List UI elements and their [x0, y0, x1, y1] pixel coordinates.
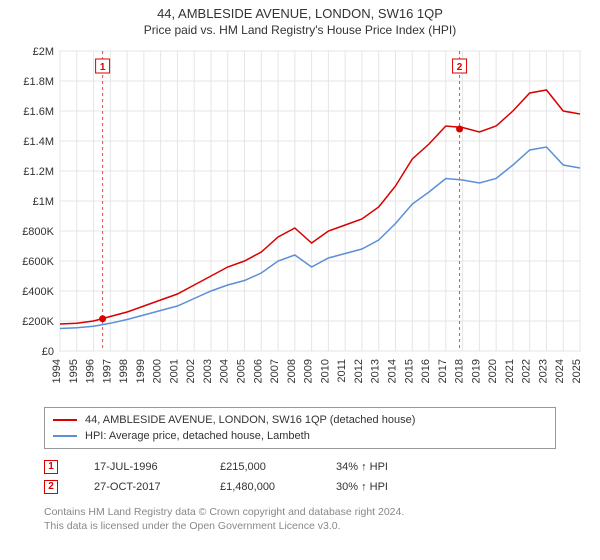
svg-text:1995: 1995	[68, 359, 80, 383]
svg-text:2014: 2014	[386, 359, 398, 383]
page-title: 44, AMBLESIDE AVENUE, LONDON, SW16 1QP	[0, 0, 600, 21]
svg-text:2025: 2025	[571, 359, 583, 383]
legend-label: HPI: Average price, detached house, Lamb…	[85, 428, 310, 444]
svg-text:2012: 2012	[353, 359, 365, 383]
event-row: 2 27-OCT-2017 £1,480,000 30% ↑ HPI	[44, 477, 600, 497]
svg-text:2: 2	[457, 62, 463, 73]
legend-item: 44, AMBLESIDE AVENUE, LONDON, SW16 1QP (…	[53, 412, 547, 428]
svg-text:£1.8M: £1.8M	[23, 76, 54, 88]
svg-text:2023: 2023	[537, 359, 549, 383]
svg-text:2005: 2005	[236, 359, 248, 383]
svg-text:£2M: £2M	[33, 46, 54, 58]
legend-item: HPI: Average price, detached house, Lamb…	[53, 428, 547, 444]
svg-text:2000: 2000	[152, 359, 164, 383]
svg-text:£1.6M: £1.6M	[23, 106, 54, 118]
page-subtitle: Price paid vs. HM Land Registry's House …	[0, 21, 600, 41]
svg-text:£200K: £200K	[22, 316, 54, 328]
svg-text:2009: 2009	[303, 359, 315, 383]
svg-text:2016: 2016	[420, 359, 432, 383]
svg-text:£1.2M: £1.2M	[23, 166, 54, 178]
svg-text:2003: 2003	[202, 359, 214, 383]
svg-text:2002: 2002	[185, 359, 197, 383]
svg-text:2019: 2019	[470, 359, 482, 383]
chart-container: 44, AMBLESIDE AVENUE, LONDON, SW16 1QP P…	[0, 0, 600, 560]
event-pct: 34% ↑ HPI	[336, 457, 426, 477]
legend-label: 44, AMBLESIDE AVENUE, LONDON, SW16 1QP (…	[85, 412, 415, 428]
svg-text:£800K: £800K	[22, 226, 54, 238]
line-chart: £0 £200K £400K £600K £800K £1M £1.2M £1.4M £1.6M…	[0, 41, 600, 401]
event-marker: 2	[44, 480, 58, 494]
svg-text:1999: 1999	[135, 359, 147, 383]
svg-text:2010: 2010	[319, 359, 331, 383]
event-table: 1 17-JUL-1996 £215,000 34% ↑ HPI 2 27-OCT-201…	[44, 457, 600, 497]
svg-text:£0: £0	[42, 346, 54, 358]
svg-text:2015: 2015	[403, 359, 415, 383]
footer-line-2: This data is licensed under the Open Gov…	[44, 519, 600, 533]
svg-text:£400K: £400K	[22, 286, 54, 298]
svg-text:£1.4M: £1.4M	[23, 136, 54, 148]
footer-attribution: Contains HM Land Registry data © Crown c…	[44, 505, 600, 533]
svg-text:2008: 2008	[286, 359, 298, 383]
svg-text:2006: 2006	[252, 359, 264, 383]
svg-text:1994: 1994	[51, 359, 63, 383]
svg-text:2020: 2020	[487, 359, 499, 383]
svg-text:£1M: £1M	[33, 196, 54, 208]
svg-text:2017: 2017	[437, 359, 449, 383]
event-price: £1,480,000	[220, 477, 300, 497]
event-price: £215,000	[220, 457, 300, 477]
svg-text:1: 1	[100, 62, 106, 73]
event-date: 27-OCT-2017	[94, 477, 184, 497]
svg-text:2004: 2004	[219, 359, 231, 383]
event-row: 1 17-JUL-1996 £215,000 34% ↑ HPI	[44, 457, 600, 477]
event-marker: 1	[44, 460, 58, 474]
svg-text:2021: 2021	[504, 359, 516, 383]
svg-text:2011: 2011	[336, 359, 348, 383]
svg-text:1998: 1998	[118, 359, 130, 383]
svg-text:2022: 2022	[521, 359, 533, 383]
svg-text:2001: 2001	[168, 359, 180, 383]
svg-text:2013: 2013	[370, 359, 382, 383]
svg-text:2024: 2024	[554, 359, 566, 383]
event-date: 17-JUL-1996	[94, 457, 184, 477]
svg-text:2018: 2018	[454, 359, 466, 383]
legend-swatch	[53, 419, 77, 421]
footer-line-1: Contains HM Land Registry data © Crown c…	[44, 505, 600, 519]
legend: 44, AMBLESIDE AVENUE, LONDON, SW16 1QP (…	[44, 407, 556, 449]
svg-text:2007: 2007	[269, 359, 281, 383]
svg-text:1996: 1996	[85, 359, 97, 383]
svg-text:£600K: £600K	[22, 256, 54, 268]
event-pct: 30% ↑ HPI	[336, 477, 426, 497]
legend-swatch	[53, 435, 77, 437]
chart-area: £0 £200K £400K £600K £800K £1M £1.2M £1.4M £1.6M…	[0, 41, 600, 401]
svg-text:1997: 1997	[101, 359, 113, 383]
